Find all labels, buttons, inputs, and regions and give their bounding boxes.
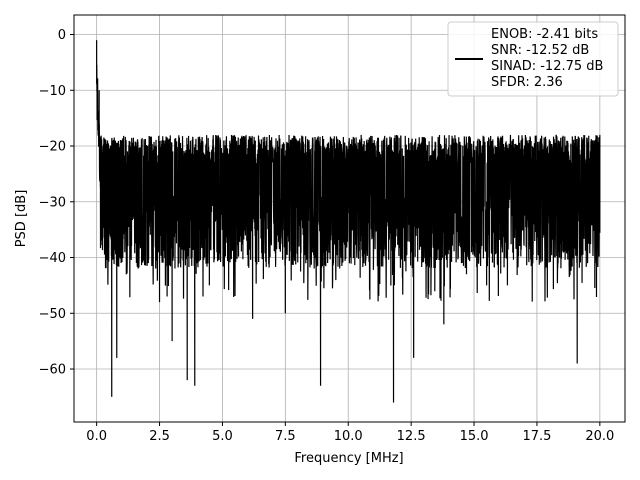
y-tick-label: −50 (39, 307, 66, 322)
x-tick-label: 0.0 (86, 429, 107, 444)
x-axis-ticks: 0.0 2.5 5.0 7.5 10.0 12.5 15.0 17.5 20.0 (86, 422, 614, 444)
y-tick-label: −40 (39, 251, 66, 266)
psd-line-path (96, 40, 601, 403)
legend: ENOB: -2.41 bits SNR: -12.52 dB SINAD: -… (447, 21, 619, 97)
x-tick-label: 15.0 (460, 429, 489, 444)
x-tick-label: 17.5 (522, 429, 551, 444)
legend-entry-snr: SNR: -12.52 dB (491, 43, 589, 58)
psd-series-line (96, 40, 601, 403)
legend-entry-sfdr: SFDR: 2.36 (491, 75, 563, 90)
y-tick-label: 0 (58, 28, 66, 43)
x-axis-label: Frequency [MHz] (294, 451, 403, 466)
y-axis-label: PSD [dB] (14, 190, 29, 248)
x-tick-label: 20.0 (585, 429, 614, 444)
legend-box (447, 21, 619, 97)
legend-entry-sinad: SINAD: -12.75 dB (491, 59, 603, 74)
y-tick-label: −20 (39, 140, 66, 155)
plot-frame (73, 14, 626, 423)
x-tick-label: 7.5 (275, 429, 296, 444)
x-tick-label: 10.0 (334, 429, 363, 444)
y-tick-label: −60 (39, 363, 66, 378)
x-tick-label: 12.5 (397, 429, 426, 444)
x-tick-label: 2.5 (149, 429, 170, 444)
legend-entry-enob: ENOB: -2.41 bits (491, 27, 598, 42)
y-tick-label: −30 (39, 195, 66, 210)
y-tick-label: −10 (39, 84, 66, 99)
y-axis-ticks: 0 −10 −20 −30 −40 −50 −60 (39, 28, 74, 378)
x-tick-label: 5.0 (212, 429, 233, 444)
